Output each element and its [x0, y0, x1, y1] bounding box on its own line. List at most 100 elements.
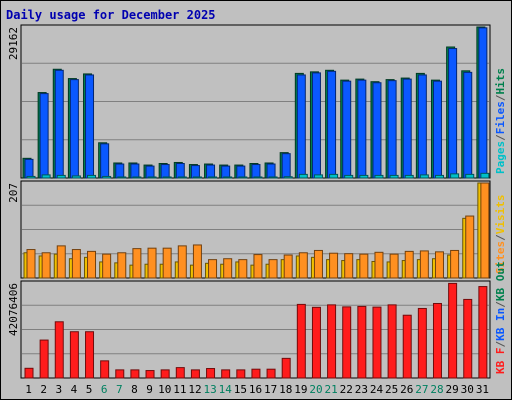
bar-sites-day-31 — [480, 182, 490, 279]
bar-sites-day-8 — [132, 248, 142, 279]
day-label: 13 — [203, 383, 216, 396]
bar-files-day-9 — [145, 165, 155, 179]
bar-pages-day-24 — [374, 174, 384, 179]
bar-pages-day-7 — [117, 176, 127, 179]
bar-files-day-27 — [417, 74, 427, 179]
bar-kbytes-day-27 — [417, 307, 427, 379]
bar-pages-day-30 — [465, 173, 475, 179]
day-label: 17 — [264, 383, 277, 396]
bar-pages-day-20 — [313, 174, 323, 179]
bar-kbytes-day-12 — [190, 369, 200, 379]
bar-pages-day-29 — [450, 173, 460, 179]
day-label: 5 — [86, 383, 93, 396]
bar-files-day-21 — [327, 70, 337, 179]
day-label: 4 — [71, 383, 78, 396]
bar-kbytes-day-5 — [85, 331, 95, 379]
legend-hits-files-pages: Pages/Files/Hits — [494, 68, 507, 174]
bar-pages-day-23 — [359, 174, 369, 179]
legend-entry: Hits — [494, 68, 507, 95]
day-label: 25 — [385, 383, 398, 396]
bar-pages-day-14 — [223, 176, 233, 179]
bar-kbytes-day-3 — [54, 321, 64, 379]
day-label: 30 — [461, 383, 474, 396]
bar-files-day-30 — [463, 71, 473, 179]
bar-files-day-18 — [281, 153, 291, 179]
bar-pages-day-31 — [480, 172, 490, 179]
bar-pages-day-13 — [208, 176, 218, 179]
bar-files-day-26 — [402, 78, 412, 179]
bar-kbytes-day-15 — [236, 369, 246, 379]
bar-kbytes-day-20 — [311, 306, 321, 379]
bar-pages-day-12 — [192, 176, 202, 179]
axis-max-label: 207 — [7, 183, 20, 203]
bar-pages-day-4 — [71, 175, 81, 179]
bar-sites-day-18 — [283, 254, 293, 279]
bar-files-day-23 — [357, 79, 367, 179]
day-label: 18 — [279, 383, 292, 396]
bar-kbytes-day-11 — [175, 367, 185, 379]
bar-sites-day-11 — [177, 245, 187, 279]
bar-kbytes-day-17 — [266, 368, 276, 379]
bar-kbytes-day-18 — [281, 357, 291, 379]
bar-pages-day-22 — [344, 174, 354, 179]
bar-files-day-14 — [221, 165, 231, 179]
bar-files-day-16 — [251, 164, 261, 179]
bar-files-day-24 — [372, 82, 382, 179]
bar-pages-day-9 — [147, 176, 157, 179]
legend-entry: Visits — [494, 195, 507, 235]
bar-files-day-22 — [342, 80, 352, 179]
bar-kbytes-day-4 — [69, 331, 79, 379]
bar-kbytes-day-9 — [145, 370, 155, 379]
bar-files-day-19 — [296, 74, 306, 179]
bar-files-day-10 — [160, 164, 170, 179]
bar-files-day-1 — [24, 158, 34, 179]
bar-files-day-8 — [130, 163, 140, 179]
day-label: 1 — [25, 383, 32, 396]
bar-sites-day-28 — [434, 251, 444, 279]
bar-files-day-2 — [39, 93, 49, 179]
bar-pages-day-2 — [41, 174, 51, 179]
day-label: 14 — [219, 383, 233, 396]
bar-files-day-28 — [432, 80, 442, 179]
day-label: 9 — [146, 383, 153, 396]
bar-sites-day-29 — [450, 249, 460, 279]
bar-kbytes-day-30 — [463, 298, 473, 379]
bar-sites-day-2 — [41, 252, 51, 279]
legend-entry: / — [494, 341, 507, 348]
bar-sites-day-7 — [117, 252, 127, 279]
bar-files-day-12 — [190, 165, 200, 179]
bar-pages-day-1 — [26, 175, 36, 179]
bar-pages-day-19 — [298, 173, 308, 179]
bar-sites-day-6 — [102, 253, 112, 279]
panel-visits-sites: 207 Sites/Visits — [7, 180, 507, 279]
bar-sites-day-12 — [192, 244, 202, 279]
day-label: 8 — [131, 383, 138, 396]
bar-kbytes-day-10 — [160, 369, 170, 379]
bar-kbytes-day-26 — [402, 314, 412, 379]
bar-pages-day-26 — [404, 174, 414, 179]
day-label: 22 — [340, 383, 353, 396]
legend-entry: / — [494, 94, 507, 101]
bar-kbytes-day-8 — [130, 369, 140, 379]
day-label: 16 — [249, 383, 262, 396]
legend-entry: KB In — [494, 308, 507, 341]
bar-pages-day-10 — [162, 176, 172, 179]
bar-pages-day-5 — [87, 174, 97, 179]
bar-sites-day-15 — [238, 259, 248, 279]
day-label: 20 — [309, 383, 322, 396]
bar-kbytes-day-16 — [251, 368, 261, 379]
bar-sites-day-13 — [208, 259, 218, 279]
day-label: 24 — [370, 383, 384, 396]
bar-sites-day-26 — [404, 250, 414, 279]
bar-pages-day-27 — [419, 174, 429, 179]
bar-sites-day-25 — [389, 253, 399, 279]
bar-kbytes-day-13 — [206, 368, 216, 379]
bar-files-day-7 — [115, 163, 125, 179]
day-label: 29 — [446, 383, 459, 396]
legend-entry: / — [494, 234, 507, 241]
bar-sites-day-23 — [359, 253, 369, 279]
bar-kbytes-day-28 — [432, 302, 442, 379]
bar-files-day-25 — [387, 80, 397, 179]
